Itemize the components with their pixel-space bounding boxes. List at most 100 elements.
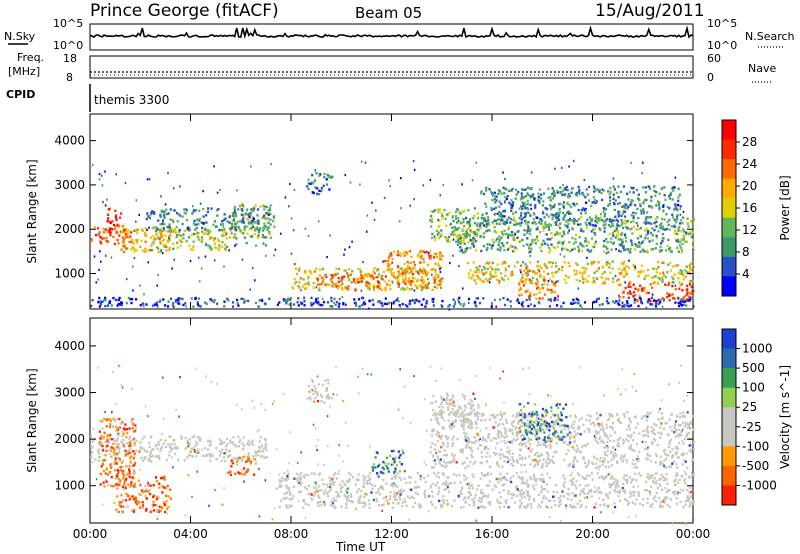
power-cell (340, 279, 343, 283)
velocity-cell (549, 499, 552, 502)
velocity-region (429, 411, 696, 469)
power-cell (269, 208, 272, 212)
power-cell (194, 297, 197, 301)
freq-tick-top: 18 (63, 52, 77, 65)
velocity-cell (96, 449, 99, 452)
velocity-cell (684, 472, 687, 475)
power-cell (661, 280, 664, 284)
velocity-cell (484, 474, 488, 477)
power-cell (465, 216, 468, 220)
power-cell (357, 298, 361, 301)
power-cell (152, 304, 155, 307)
power-cell (178, 233, 181, 237)
power-cell (98, 231, 101, 234)
velocity-cell (231, 462, 235, 465)
velocity-cell (127, 452, 130, 455)
power-cell (601, 266, 604, 269)
power-cell (223, 227, 226, 231)
velocity-cell (513, 501, 517, 504)
power-cell (590, 249, 593, 252)
velocity-cell (399, 493, 402, 496)
power-cell (557, 211, 560, 214)
velocity-cell (139, 493, 142, 496)
power-cell (253, 229, 257, 232)
power-cell (536, 226, 539, 229)
power-cell (518, 294, 521, 297)
power-cell (416, 286, 419, 289)
power-cell (176, 220, 179, 223)
power-cell (298, 286, 301, 289)
power-cell (486, 246, 489, 250)
power-cell (678, 244, 681, 247)
velocity-cell (117, 457, 120, 460)
power-cell (413, 168, 416, 171)
power-cell (577, 245, 580, 248)
velocity-cell (262, 447, 265, 450)
velocity-cell (459, 481, 462, 484)
power-cell (355, 278, 358, 281)
velocity-cell (499, 457, 502, 460)
velocity-cell (159, 509, 162, 512)
power-cell (405, 287, 408, 291)
power-cell (116, 238, 119, 242)
power-cell (157, 247, 160, 250)
power-cell (549, 207, 552, 211)
power-cell (498, 279, 501, 283)
power-cell (136, 228, 139, 231)
power-cell (552, 192, 555, 195)
velocity-cell (115, 429, 118, 432)
power-cell (651, 303, 654, 306)
power-cell (166, 225, 169, 229)
power-cell (645, 227, 648, 230)
power-cell (639, 235, 643, 238)
power-cell (316, 279, 320, 282)
velocity-cell (488, 433, 491, 436)
power-cell (95, 281, 98, 284)
velocity-cell (684, 503, 687, 506)
velocity-cell (130, 420, 133, 423)
power-cell (129, 235, 132, 238)
velocity-cell (675, 472, 678, 475)
velocity-cell (445, 480, 448, 483)
power-cell (293, 277, 296, 281)
velocity-cell (161, 446, 164, 449)
velocity-cell (656, 443, 659, 447)
power-cell (123, 245, 126, 248)
power-cell (420, 276, 423, 279)
velocity-cell (148, 454, 151, 457)
velocity-cell (688, 491, 691, 494)
velocity-cell (628, 476, 631, 479)
velocity-cell (162, 442, 165, 445)
velocity-cell (131, 427, 134, 430)
power-cell (125, 278, 128, 281)
power-cell (240, 231, 243, 234)
velocity-cell (575, 487, 578, 490)
power-cell (605, 245, 608, 249)
power-cell (471, 239, 474, 242)
power-cell (542, 229, 545, 232)
power-cell (475, 304, 478, 308)
power-cell (608, 193, 611, 196)
velocity-cell (512, 493, 515, 496)
power-cell (692, 289, 695, 293)
power-cell (653, 299, 656, 302)
power-cell (433, 268, 436, 271)
velocity-cell (118, 426, 121, 429)
power-cell (389, 185, 391, 188)
power-cell (146, 178, 149, 181)
power-cell (495, 305, 497, 308)
velocity-cell (593, 506, 596, 509)
power-cell (221, 232, 224, 236)
power-cell (617, 213, 620, 216)
power-cell (205, 221, 208, 224)
velocity-cell (469, 426, 472, 430)
power-cell (326, 256, 328, 259)
power-cell (612, 230, 616, 233)
power-cell (462, 210, 465, 213)
power-cell (100, 242, 103, 245)
power-cell (662, 274, 665, 277)
velocity-cell (165, 459, 168, 462)
power-cell (491, 267, 494, 271)
velocity-cell (281, 476, 284, 480)
power-cell (371, 201, 373, 204)
